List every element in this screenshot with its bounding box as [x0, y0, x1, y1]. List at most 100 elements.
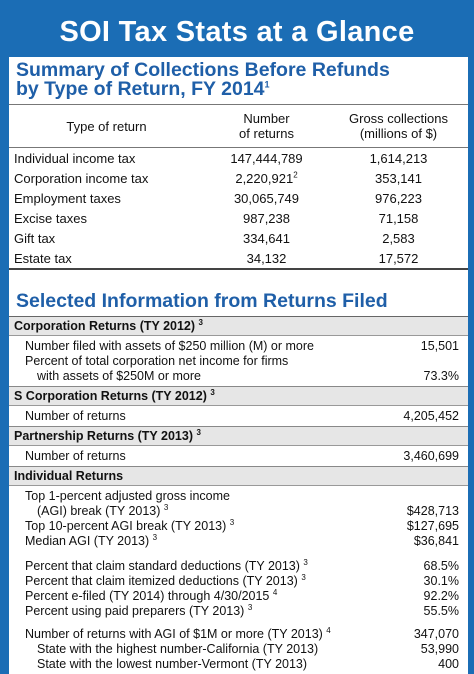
indiv-item-label-text: Percent that claim itemized deductions (… [25, 574, 298, 588]
indiv-high-row: State with the highest number-California… [9, 642, 468, 657]
row-gross: 976,223 [375, 190, 422, 206]
indiv-efile-row: Percent e-filed (TY 2014) through 4/30/2… [9, 588, 468, 604]
indiv-prep-row: Percent using paid preparers (TY 2013) 3… [9, 602, 468, 619]
indiv-prep-footnote: 3 [247, 602, 253, 612]
collections-table: Type of return Number of returns Gross co… [9, 104, 468, 270]
indiv-std-value: 68.5% [423, 559, 459, 573]
indiv-top10-row: Top 10-percent AGI break (TY 2013) 3 $12… [9, 517, 468, 534]
indiv-top10-value: $127,695 [406, 519, 459, 533]
indiv-median-row: Median AGI (TY 2013) 3 $36,841 [9, 532, 468, 549]
indiv-agi1m-label: Number of returns with AGI of $1M or mor… [9, 626, 468, 642]
summary-heading-line2-text: by Type of Return, FY 2014 [16, 78, 265, 100]
summary-heading: Summary of Collections Before Refunds by… [16, 60, 466, 100]
partner-footnote: 3 [196, 427, 201, 437]
scorp-title: S Corporation Returns (TY 2012) [14, 389, 207, 403]
row-number: 2,220,9212 [204, 168, 329, 188]
col-type-header: Type of return [9, 104, 204, 148]
spacer [9, 619, 468, 627]
col-number-header-line1: Number [243, 111, 290, 126]
indiv-median-value: $36,841 [413, 534, 459, 548]
row-type: Corporation income tax [14, 170, 149, 186]
corp-title: Corporation Returns (TY 2012) [14, 319, 196, 333]
col-number-header-line2: of returns [239, 126, 294, 141]
scorp-footnote: 3 [210, 387, 215, 397]
summary-heading-footnote: 1 [264, 79, 270, 90]
indiv-top10-label: Top 10-percent AGI break (TY 2013) 3 [9, 517, 468, 534]
corp-header: Corporation Returns (TY 2012) 3 [9, 316, 468, 336]
row-type: Excise taxes [14, 210, 87, 226]
row-number: 30,065,749 [233, 190, 300, 206]
scorp-value: 4,205,452 [403, 409, 459, 423]
row-number-value: 2,220,921 [235, 170, 294, 186]
indiv-header: Individual Returns [9, 467, 468, 486]
col-number-header: Number of returns [204, 104, 329, 148]
indiv-low-label: State with the lowest number-Vermont (TY… [37, 657, 308, 671]
corp-footnote: 3 [198, 317, 203, 327]
indiv-high-label: State with the highest number-California… [37, 642, 319, 656]
corp-row-percent: Percent of total corporation net income … [9, 354, 468, 384]
indiv-high-value: 53,990 [420, 642, 459, 656]
corp-percent-value: 73.3% [423, 369, 459, 383]
selected-heading: Selected Information from Returns Filed [16, 290, 388, 312]
row-number: 987,238 [243, 210, 290, 226]
corp-percent-label-l1: Percent of total corporation net income … [25, 354, 289, 368]
corp-row-assets: Number filed with assets of $250 million… [9, 339, 468, 354]
row-gross: 2,583 [382, 230, 415, 246]
indiv-efile-label: Percent e-filed (TY 2014) through 4/30/2… [9, 588, 468, 604]
row-gross: 17,572 [329, 248, 468, 270]
scorp-label: Number of returns [25, 409, 126, 423]
partner-row: Number of returns 3,460,699 [9, 449, 468, 464]
row-gross: 1,614,213 [369, 150, 428, 166]
indiv-prep-label: Percent using paid preparers (TY 2013) 3 [9, 602, 468, 619]
corp-percent-label-l2: with assets of $250M or more [37, 369, 201, 383]
col-gross-header-line1: Gross collections [349, 111, 448, 126]
scorp-header: S Corporation Returns (TY 2012) 3 [9, 387, 468, 406]
col-gross-header: Gross collections (millions of $) [329, 104, 468, 148]
col-gross-header-line2: (millions of $) [359, 126, 438, 141]
page-title: SOI Tax Stats at a Glance [59, 16, 415, 48]
row-type: Estate tax [9, 248, 204, 270]
table-row: Individual income tax 147,444,789 1,614,… [9, 148, 468, 169]
indiv-top1-label-l1: Top 1-percent adjusted gross income [25, 489, 230, 503]
indiv-median-label-text: Median AGI (TY 2013) [25, 534, 150, 548]
indiv-median-label: Median AGI (TY 2013) 3 [9, 532, 468, 549]
indiv-prep-value: 55.5% [423, 604, 459, 618]
selected-info: Corporation Returns (TY 2012) 3 Number f… [9, 316, 468, 672]
indiv-prep-label-text: Percent using paid preparers (TY 2013) [25, 604, 245, 618]
indiv-std-label-text: Percent that claim standard deductions (… [25, 559, 300, 573]
row-gross: 71,158 [378, 210, 419, 226]
indiv-low-value: 400 [438, 657, 459, 671]
table-row: Gift tax 334,641 2,583 [9, 228, 468, 248]
table-row: Corporation income tax 2,220,9212 353,14… [9, 168, 468, 188]
indiv-efile-label-text: Percent e-filed (TY 2014) through 4/30/2… [25, 589, 270, 603]
indiv-item-row: Percent that claim itemized deductions (… [9, 573, 468, 589]
indiv-std-label: Percent that claim standard deductions (… [9, 557, 468, 574]
indiv-top1-row: Top 1-percent adjusted gross income (AGI… [9, 489, 468, 519]
table-row: Excise taxes 987,238 71,158 [9, 208, 468, 228]
row-type: Gift tax [14, 230, 56, 246]
row-type: Individual income tax [14, 150, 136, 166]
indiv-low-row: State with the lowest number-Vermont (TY… [9, 657, 468, 672]
indiv-top10-footnote: 3 [229, 517, 235, 527]
corp-assets-value: 15,501 [420, 339, 459, 353]
indiv-top1-value: $428,713 [406, 504, 459, 518]
spacer [9, 549, 468, 559]
row-type: Employment taxes [14, 190, 121, 206]
collections-header-row: Type of return Number of returns Gross co… [9, 104, 468, 148]
partner-title: Partnership Returns (TY 2013) [14, 429, 193, 443]
indiv-top1-footnote: 3 [163, 502, 169, 512]
row-number-footnote: 2 [293, 170, 298, 180]
indiv-top1-label-text: (AGI) break (TY 2013) [37, 504, 161, 518]
partner-value: 3,460,699 [403, 449, 459, 463]
indiv-std-footnote: 3 [303, 557, 308, 567]
indiv-median-footnote: 3 [152, 532, 158, 542]
corp-block: Corporation Returns (TY 2012) 3 Number f… [9, 316, 468, 387]
content-panel: Summary of Collections Before Refunds by… [9, 57, 468, 674]
scorp-row: Number of returns 4,205,452 [9, 409, 468, 424]
partner-label: Number of returns [25, 449, 126, 463]
indiv-agi1m-label-text: Number of returns with AGI of $1M or mor… [25, 627, 323, 641]
indiv-std-row: Percent that claim standard deductions (… [9, 557, 468, 574]
row-number: 34,132 [204, 248, 329, 270]
indiv-item-label: Percent that claim itemized deductions (… [9, 573, 468, 589]
